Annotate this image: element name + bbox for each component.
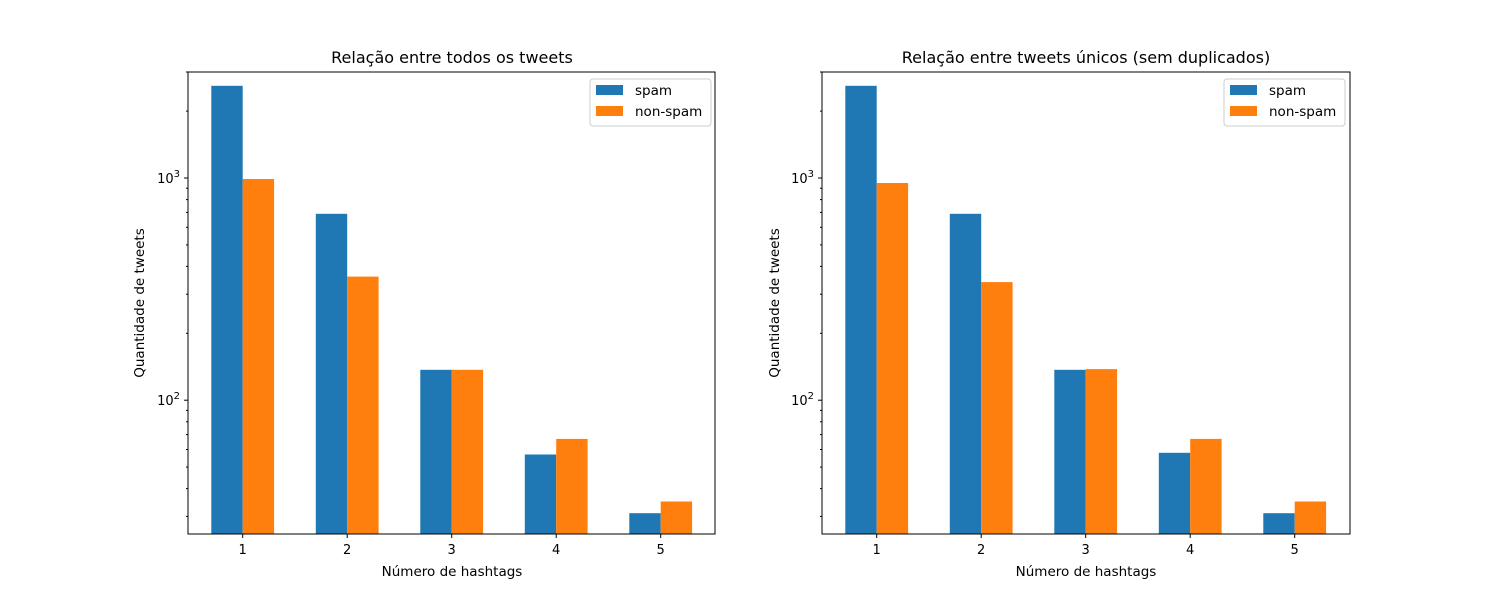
bar-non-spam-3 xyxy=(1085,369,1118,534)
bar-spam-4 xyxy=(524,454,557,534)
x-tick-label: 4 xyxy=(552,543,560,558)
x-ticks: 1 2 3 4 5 xyxy=(873,534,1299,558)
bars-group xyxy=(845,85,1327,535)
bar-non-spam-2 xyxy=(347,276,379,534)
legend-label-non-spam: non-spam xyxy=(1269,104,1336,120)
bars-group xyxy=(211,85,693,535)
y-tick-label: 102 xyxy=(157,391,180,409)
axes-frame xyxy=(821,71,1351,535)
chart-title: Relação entre todos os tweets xyxy=(331,48,573,67)
x-axis-label: Número de hashtags xyxy=(1016,564,1157,580)
chart-unique-tweets: Relação entre tweets únicos (sem duplica… xyxy=(767,48,1351,580)
bar-spam-1 xyxy=(211,85,243,535)
y-axis-label: Quantidade de tweets xyxy=(767,228,783,378)
x-tick-label: 3 xyxy=(448,543,456,558)
legend: spam non-spam xyxy=(589,78,712,127)
bar-non-spam-5 xyxy=(660,501,693,534)
bar-spam-5 xyxy=(629,513,661,534)
x-tick-label: 2 xyxy=(343,543,351,558)
bar-spam-1 xyxy=(845,85,877,535)
bar-spam-5 xyxy=(1263,513,1295,534)
bar-spam-3 xyxy=(1054,369,1086,534)
legend-label-spam: spam xyxy=(635,83,672,99)
bar-spam-3 xyxy=(420,369,452,534)
bar-non-spam-5 xyxy=(1294,501,1327,534)
y-tick-label: 103 xyxy=(791,169,814,187)
y-tick-label: 102 xyxy=(791,391,814,409)
bar-non-spam-1 xyxy=(876,183,909,534)
bar-non-spam-1 xyxy=(242,179,275,534)
x-tick-label: 4 xyxy=(1186,543,1194,558)
bar-non-spam-4 xyxy=(1190,438,1222,534)
x-tick-label: 1 xyxy=(873,543,881,558)
bar-spam-2 xyxy=(949,213,982,535)
axes-frame xyxy=(187,71,716,535)
x-tick-label: 2 xyxy=(977,543,985,558)
x-tick-label: 1 xyxy=(239,543,247,558)
legend: spam non-spam xyxy=(1223,78,1346,127)
legend-swatch-spam xyxy=(596,85,623,95)
y-tick-label: 103 xyxy=(157,169,180,187)
legend-swatch-non-spam xyxy=(1230,106,1257,116)
x-ticks: 1 2 3 4 5 xyxy=(239,534,665,558)
legend-label-non-spam: non-spam xyxy=(635,104,702,120)
chart-title: Relação entre tweets únicos (sem duplica… xyxy=(902,48,1270,67)
bar-non-spam-3 xyxy=(451,369,484,534)
y-ticks: 102 103 xyxy=(157,71,188,517)
y-ticks: 102 103 xyxy=(791,71,822,517)
y-axis-label: Quantidade de tweets xyxy=(132,228,148,378)
x-axis-label: Número de hashtags xyxy=(382,564,523,580)
legend-swatch-non-spam xyxy=(596,106,623,116)
x-tick-label: 5 xyxy=(1291,543,1299,558)
bar-spam-2 xyxy=(315,213,348,535)
x-tick-label: 3 xyxy=(1082,543,1090,558)
legend-label-spam: spam xyxy=(1269,83,1306,99)
bar-non-spam-2 xyxy=(981,282,1013,534)
chart-all-tweets: Relação entre todos os tweets 102 103 1 2 3… xyxy=(132,48,716,580)
x-tick-label: 5 xyxy=(657,543,665,558)
bar-non-spam-4 xyxy=(556,438,588,534)
legend-swatch-spam xyxy=(1230,85,1257,95)
bar-spam-4 xyxy=(1158,452,1191,534)
